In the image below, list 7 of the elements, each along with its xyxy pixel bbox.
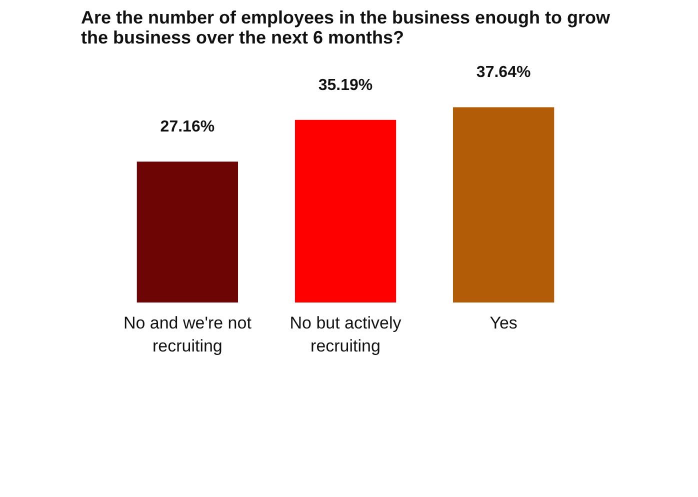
- data-label: 27.16%: [160, 118, 215, 136]
- chart-title: Are the number of employees in the business enough to grow the business over the next 6 months?: [80, 8, 612, 48]
- x-tick-label: Yes: [490, 314, 518, 332]
- x-tick-label: No but actively recruiting: [290, 314, 402, 356]
- data-label: 35.19%: [318, 76, 373, 94]
- data-label: 37.64%: [476, 64, 531, 82]
- x-tick-label: No and we're not recruiting: [123, 314, 252, 356]
